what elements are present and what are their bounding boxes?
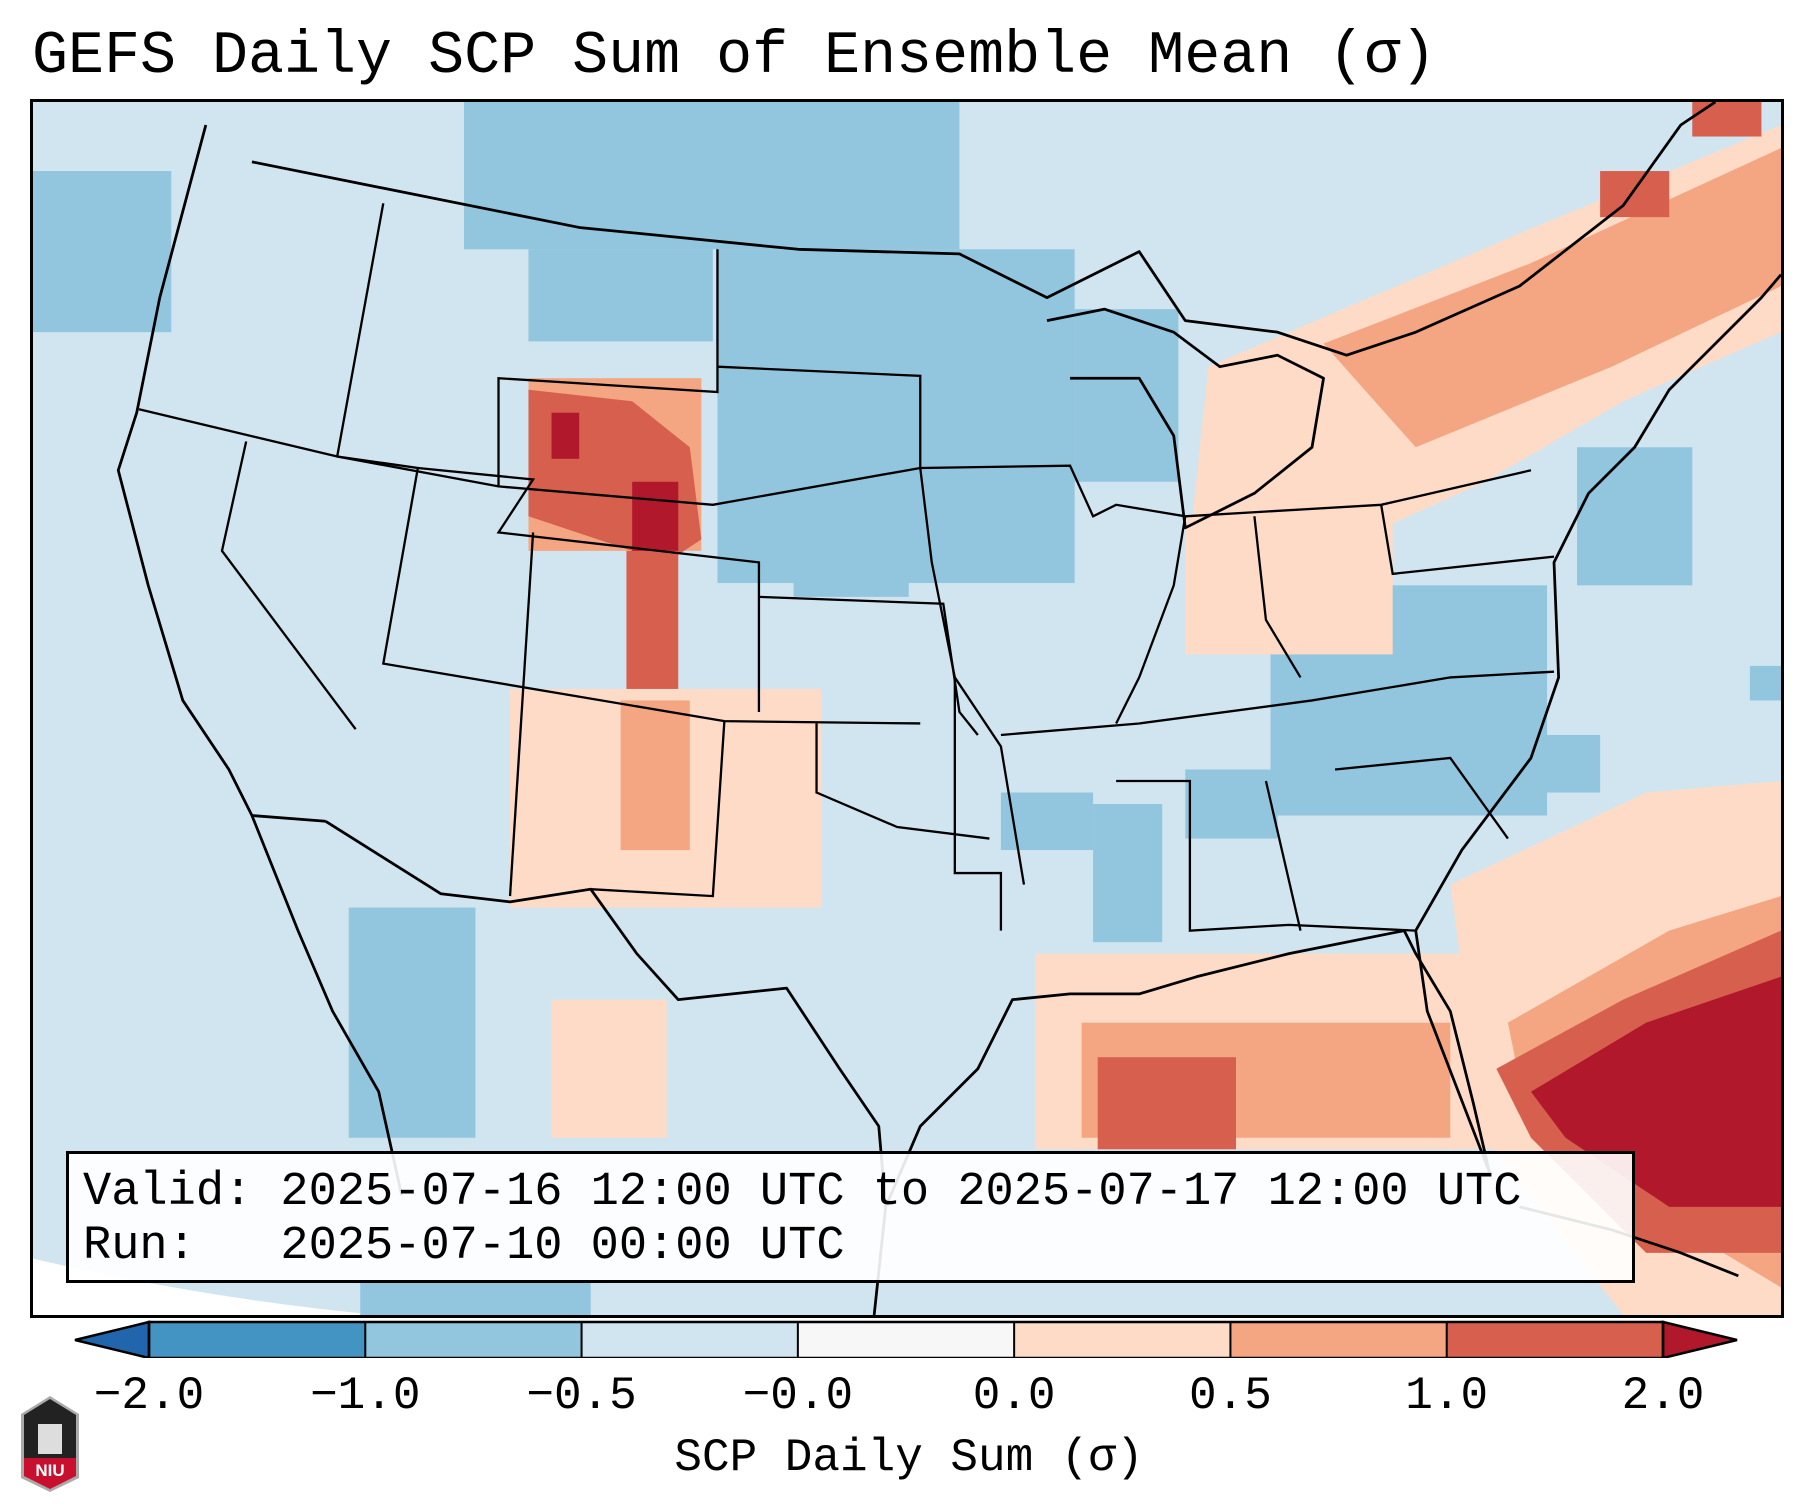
colorbar-segment xyxy=(1014,1322,1231,1358)
colorbar-label: SCP Daily Sum (σ) xyxy=(674,1432,1144,1484)
colorbar-tick-label: −0.5 xyxy=(526,1370,637,1422)
niu-logo: NIU xyxy=(21,1396,79,1492)
colorbar-segment xyxy=(1446,1322,1664,1358)
patch-canada xyxy=(463,102,960,250)
colorbar-extend-low xyxy=(74,1320,151,1358)
colorbar-segment xyxy=(581,1322,799,1358)
colorbar-segment xyxy=(1230,1322,1448,1358)
state-lines xyxy=(138,203,1555,932)
great-lakes xyxy=(1046,307,1325,530)
colorbar-segment xyxy=(149,1322,366,1358)
patch-mexico-west xyxy=(348,907,476,1138)
patch-pacific-nw xyxy=(33,171,172,333)
east-coast xyxy=(1414,273,1781,1173)
extreme-positive-patches xyxy=(551,412,1781,1207)
us-canada-border xyxy=(251,102,1717,357)
projection-edge-left xyxy=(33,1258,379,1315)
map-panel xyxy=(30,99,1784,1318)
colorbar-tick-label: 2.0 xyxy=(1621,1370,1705,1422)
colorbar-tick-label: −1.0 xyxy=(310,1370,421,1422)
colorbar-segment xyxy=(365,1322,583,1358)
logo-text: NIU xyxy=(35,1461,64,1480)
colorbar-extend-high xyxy=(1661,1320,1738,1358)
valid-run-info-box: Valid: 2025-07-16 12:00 UTC to 2025-07-1… xyxy=(66,1151,1635,1283)
patch-colorado-streak xyxy=(626,550,679,689)
west-coast xyxy=(116,124,326,823)
valid-time-text: Valid: 2025-07-16 12:00 UTC to 2025-07-1… xyxy=(83,1166,1522,1219)
colorbar-segment xyxy=(797,1322,1015,1358)
patch-northeast-moderate xyxy=(1323,148,1781,448)
colorbar-tick-label: 0.0 xyxy=(972,1370,1056,1422)
gulf-coast xyxy=(884,929,1491,1208)
run-time-text: Run: 2025-07-10 00:00 UTC xyxy=(83,1220,845,1273)
colorbar-tick-label: 1.0 xyxy=(1405,1370,1489,1422)
scp-field-map xyxy=(33,102,1781,1315)
colorbar xyxy=(74,1320,1738,1358)
baja-coast xyxy=(250,815,404,1196)
patch-gulf-strong xyxy=(1097,1057,1236,1150)
colorbar-tick-label: −0.0 xyxy=(742,1370,854,1422)
chart-title: GEFS Daily SCP Sum of Ensemble Mean (σ) xyxy=(32,23,1437,91)
colorbar-tick-label: 0.5 xyxy=(1189,1370,1272,1422)
colorbar-tick-label: −2.0 xyxy=(93,1370,205,1422)
